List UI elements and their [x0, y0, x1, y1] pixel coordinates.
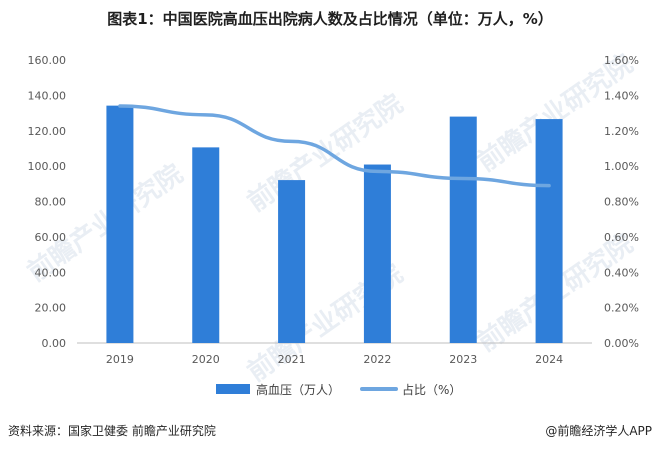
- y-tick-label: 100.00: [28, 160, 67, 173]
- y2-tick-label: 1.00%: [604, 160, 639, 173]
- source-note: 资料来源：国家卫健委 前瞻产业研究院: [8, 424, 216, 438]
- line-series: [118, 104, 551, 188]
- y-tick-label: 60.00: [35, 231, 67, 244]
- bar: [106, 105, 134, 343]
- y2-tick-label: 0.60%: [604, 231, 639, 244]
- y2-tick-label: 0.00%: [604, 337, 639, 350]
- y2-tick-label: 0.20%: [604, 302, 639, 315]
- legend-bar-label: 高血压（万人）: [256, 382, 340, 397]
- x-tick-label: 2020: [192, 353, 220, 366]
- bar: [192, 147, 220, 343]
- x-tick-label: 2019: [106, 353, 134, 366]
- y2-tick-label: 1.20%: [604, 125, 639, 138]
- bar: [278, 180, 306, 343]
- legend-bar-swatch: [216, 384, 250, 394]
- x-tick-label: 2023: [449, 353, 477, 366]
- y-tick-label: 140.00: [28, 89, 67, 102]
- y2-tick-label: 1.60%: [604, 54, 639, 67]
- legend-line-label: 占比（%）: [402, 382, 461, 397]
- bar: [363, 164, 391, 343]
- y-tick-label: 160.00: [28, 54, 67, 67]
- x-tick-label: 2022: [363, 353, 391, 366]
- chart-title: 图表1：中国医院高血压出院病人数及占比情况（单位：万人，%）: [107, 10, 553, 28]
- y2-tick-label: 0.80%: [604, 196, 639, 209]
- y-tick-label: 20.00: [35, 302, 67, 315]
- x-tick-label: 2021: [278, 353, 306, 366]
- y-tick-label: 80.00: [35, 196, 67, 209]
- y2-tick-label: 1.40%: [604, 89, 639, 102]
- y-tick-label: 40.00: [35, 266, 67, 279]
- y2-tick-label: 0.40%: [604, 266, 639, 279]
- bar: [449, 116, 477, 343]
- bar: [535, 119, 563, 343]
- y-tick-label: 120.00: [28, 125, 67, 138]
- x-tick-label: 2024: [535, 353, 563, 366]
- brand-credit: @前瞻经济学人APP: [545, 424, 652, 438]
- y-tick-label: 0.00: [42, 337, 67, 350]
